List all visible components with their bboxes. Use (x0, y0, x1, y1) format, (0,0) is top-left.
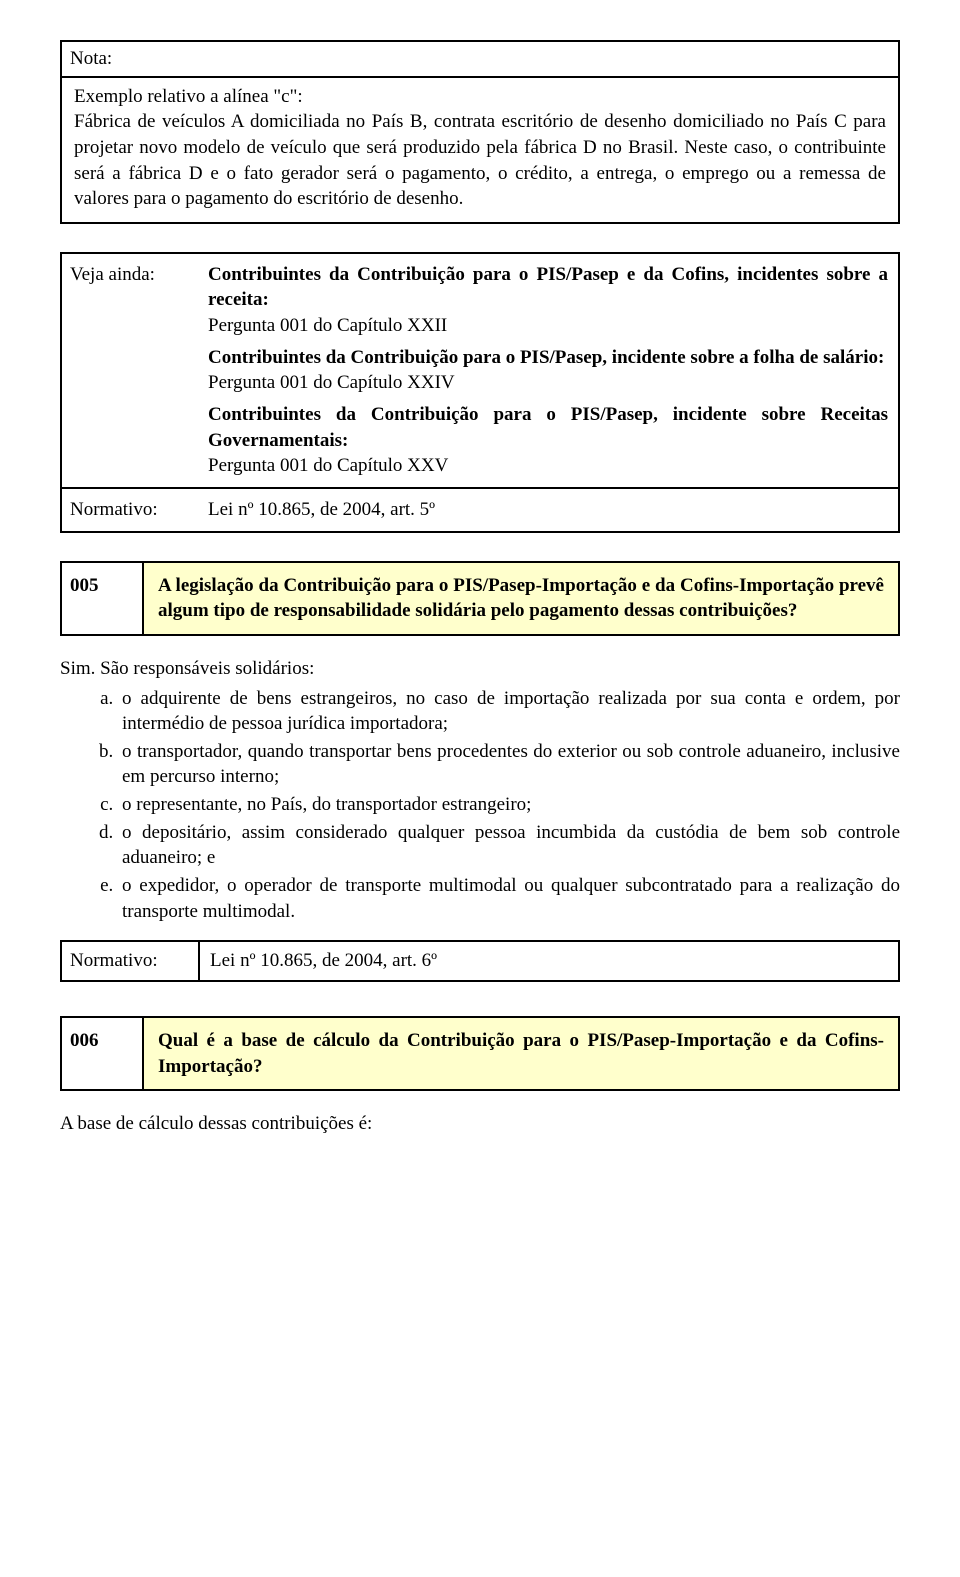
veja-box: Veja ainda: Contribuintes da Contribuiçã… (60, 252, 900, 533)
normativo-005: Normativo: Lei nº 10.865, de 2004, art. … (60, 940, 900, 982)
question-005: 005 A legislação da Contribuição para o … (60, 561, 900, 636)
veja-p2-bold: Contribuintes da Contribuição para o PIS… (208, 347, 884, 368)
list-item: o depositário, assim considerado qualque… (118, 820, 900, 871)
nota-header: Nota: (62, 42, 898, 78)
question-005-num: 005 (62, 563, 144, 634)
veja-p2-plain: Pergunta 001 do Capítulo XXIV (208, 372, 455, 393)
veja-norm-text: Lei nº 10.865, de 2004, art. 5º (206, 489, 898, 531)
veja-norm-label: Normativo: (62, 489, 206, 531)
list-item: o transportador, quando transportar bens… (118, 739, 900, 790)
normativo-005-label: Normativo: (62, 942, 200, 980)
veja-p3-bold: Contribuintes da Contribuição para o PIS… (208, 404, 888, 451)
question-006-num: 006 (62, 1018, 144, 1089)
nota-body: Exemplo relativo a alínea "c": Fábrica d… (62, 78, 898, 222)
veja-p3-plain: Pergunta 001 do Capítulo XXV (208, 455, 448, 476)
veja-norm-row: Normativo: Lei nº 10.865, de 2004, art. … (62, 487, 898, 531)
list-item: o representante, no País, do transportad… (118, 792, 900, 818)
veja-row: Veja ainda: Contribuintes da Contribuiçã… (62, 254, 898, 487)
question-005-text: A legislação da Contribuição para o PIS/… (144, 563, 898, 634)
veja-label: Veja ainda: (62, 254, 206, 487)
answer-005-list: o adquirente de bens estrangeiros, no ca… (60, 686, 900, 925)
veja-p1-plain: Pergunta 001 do Capítulo XXII (208, 315, 447, 336)
nota-box: Nota: Exemplo relativo a alínea "c": Fáb… (60, 40, 900, 224)
question-006: 006 Qual é a base de cálculo da Contribu… (60, 1016, 900, 1091)
question-006-text: Qual é a base de cálculo da Contribuição… (144, 1018, 898, 1089)
nota-text: Fábrica de veículos A domiciliada no Paí… (74, 111, 886, 209)
veja-p1-bold: Contribuintes da Contribuição para o PIS… (208, 264, 888, 311)
normativo-005-text: Lei nº 10.865, de 2004, art. 6º (200, 942, 898, 980)
veja-content: Contribuintes da Contribuição para o PIS… (206, 254, 898, 487)
list-item: o expedidor, o operador de transporte mu… (118, 873, 900, 924)
answer-006-lead: A base de cálculo dessas contribuições é… (60, 1111, 900, 1137)
list-item: o adquirente de bens estrangeiros, no ca… (118, 686, 900, 737)
answer-005-lead: Sim. São responsáveis solidários: (60, 656, 900, 682)
nota-title: Exemplo relativo a alínea "c": (74, 86, 303, 107)
